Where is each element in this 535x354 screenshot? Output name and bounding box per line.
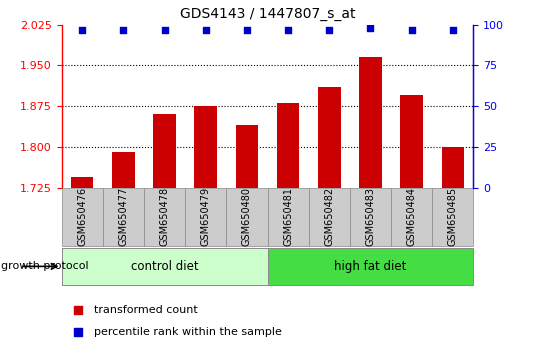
Bar bbox=[391, 188, 432, 246]
Bar bbox=[309, 188, 350, 246]
Bar bbox=[432, 188, 473, 246]
Title: GDS4143 / 1447807_s_at: GDS4143 / 1447807_s_at bbox=[180, 7, 355, 21]
Point bbox=[325, 27, 334, 33]
Bar bbox=[277, 103, 300, 188]
Text: growth protocol: growth protocol bbox=[1, 261, 88, 272]
Bar bbox=[71, 177, 94, 188]
Text: transformed count: transformed count bbox=[95, 305, 198, 315]
Text: GSM650478: GSM650478 bbox=[159, 187, 170, 246]
Text: GSM650480: GSM650480 bbox=[242, 187, 252, 246]
Bar bbox=[62, 188, 103, 246]
Point bbox=[74, 329, 82, 335]
Bar bbox=[226, 188, 268, 246]
Bar bbox=[194, 106, 217, 188]
Text: high fat diet: high fat diet bbox=[334, 260, 407, 273]
Point bbox=[78, 27, 87, 33]
Bar bbox=[318, 87, 341, 188]
Point bbox=[366, 25, 375, 31]
Bar bbox=[103, 188, 144, 246]
Bar bbox=[112, 152, 135, 188]
Text: GSM650484: GSM650484 bbox=[407, 187, 417, 246]
Bar bbox=[268, 188, 309, 246]
Text: GSM650476: GSM650476 bbox=[77, 187, 87, 246]
Text: GSM650485: GSM650485 bbox=[448, 187, 458, 246]
Text: GSM650483: GSM650483 bbox=[365, 187, 376, 246]
Bar bbox=[185, 188, 226, 246]
Point bbox=[74, 307, 82, 313]
Bar bbox=[350, 188, 391, 246]
Point bbox=[160, 27, 169, 33]
Bar bbox=[235, 125, 258, 188]
Bar bbox=[268, 248, 473, 285]
Bar bbox=[144, 188, 185, 246]
Text: percentile rank within the sample: percentile rank within the sample bbox=[95, 327, 282, 337]
Bar bbox=[441, 147, 464, 188]
Text: GSM650482: GSM650482 bbox=[324, 187, 334, 246]
Bar bbox=[359, 57, 382, 188]
Text: control diet: control diet bbox=[131, 260, 198, 273]
Point bbox=[119, 27, 128, 33]
Point bbox=[449, 27, 457, 33]
Point bbox=[408, 27, 416, 33]
Text: GSM650479: GSM650479 bbox=[201, 187, 211, 246]
Point bbox=[202, 27, 210, 33]
Bar bbox=[400, 95, 423, 188]
Bar bbox=[62, 248, 268, 285]
Point bbox=[284, 27, 293, 33]
Bar bbox=[153, 114, 176, 188]
Text: GSM650477: GSM650477 bbox=[118, 187, 128, 246]
Point bbox=[243, 27, 251, 33]
Text: GSM650481: GSM650481 bbox=[283, 187, 293, 246]
